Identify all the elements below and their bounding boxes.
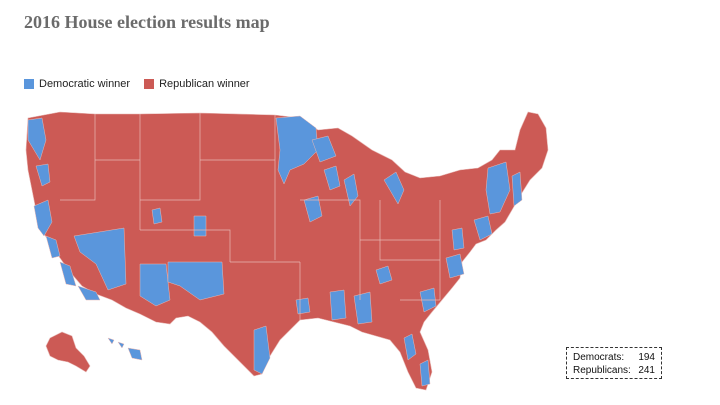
seat-totals-box: Democrats: 194 Republicans: 241	[566, 347, 662, 379]
hawaii-shape	[107, 337, 143, 361]
legend-label-republican: Republican winner	[159, 78, 250, 90]
page-title: 2016 House election results map	[24, 12, 270, 32]
democrats-label: Democrats:	[573, 352, 625, 363]
democratic-swatch	[24, 79, 34, 89]
republican-swatch	[144, 79, 155, 89]
district-boundaries	[60, 113, 441, 320]
alaska-shape	[45, 331, 91, 373]
republicans-label: Republicans:	[573, 365, 631, 376]
democrats-value: 194	[638, 352, 655, 363]
legend: Democratic winner Republican winner	[24, 78, 250, 90]
republicans-total-row: Republicans: 241	[573, 364, 655, 377]
contiguous-us-shape	[25, 111, 549, 391]
democrats-total-row: Democrats: 194	[573, 351, 655, 364]
democratic-districts	[27, 115, 523, 387]
republicans-value: 241	[638, 365, 655, 376]
legend-item-democratic: Democratic winner	[24, 78, 130, 90]
legend-item-republican: Republican winner	[144, 78, 250, 90]
legend-label-democratic: Democratic winner	[39, 78, 131, 90]
